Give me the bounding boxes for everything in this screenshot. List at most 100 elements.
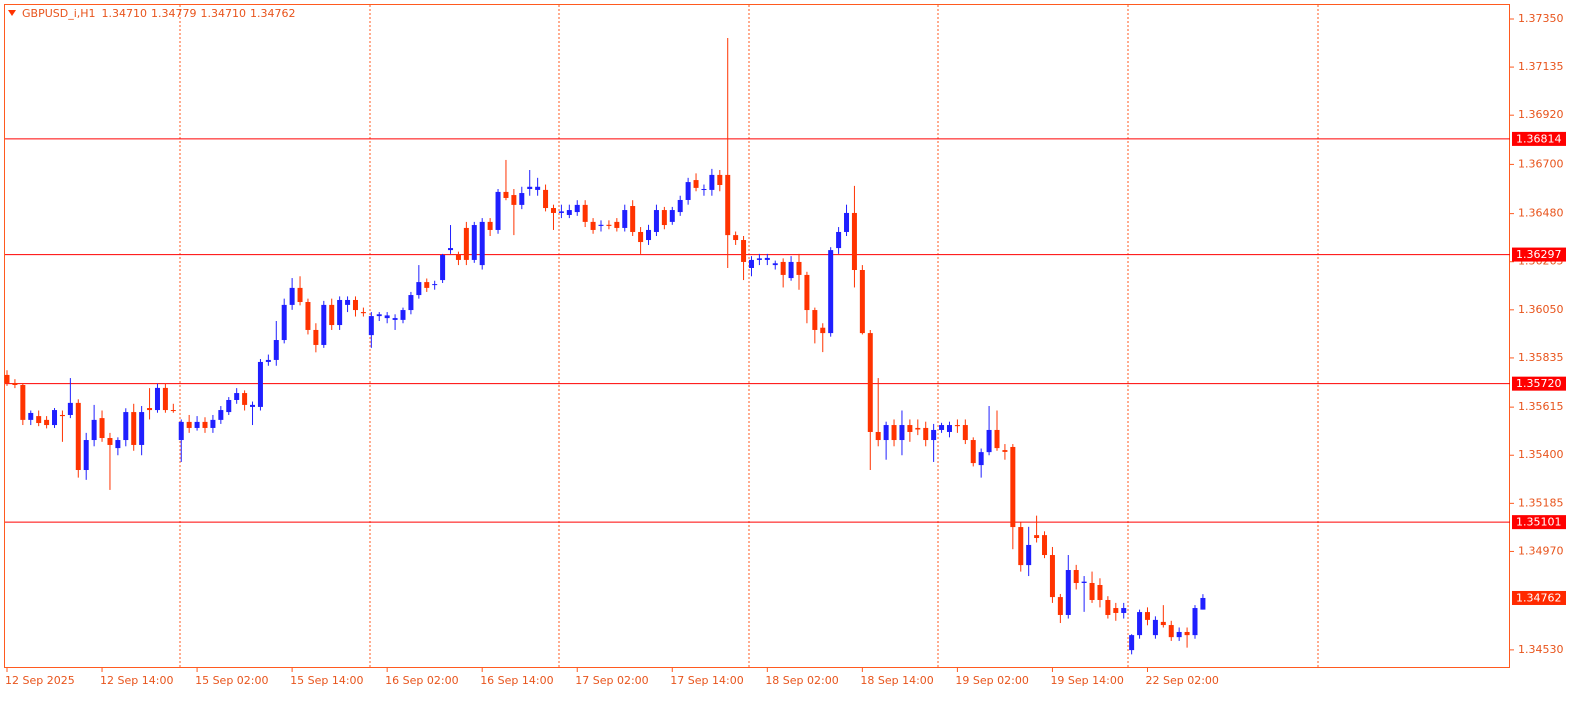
- candle-body: [986, 429, 992, 453]
- candle-body: [83, 440, 89, 471]
- candle-body: [503, 191, 509, 198]
- candle-body: [582, 204, 588, 222]
- candle-body: [1113, 608, 1119, 613]
- candle-body: [511, 195, 517, 205]
- candle-body: [376, 314, 382, 317]
- candle-body: [1089, 582, 1095, 600]
- candle-body: [139, 412, 145, 445]
- candle-body: [1160, 621, 1166, 626]
- menu-triangle[interactable]: [8, 10, 16, 16]
- candle-body: [147, 408, 153, 411]
- candle-body: [994, 429, 1000, 449]
- candle-body: [265, 359, 271, 362]
- candle-body: [416, 282, 422, 296]
- candle-body: [242, 393, 248, 405]
- period-separators: [179, 5, 1319, 667]
- candle-body: [1144, 612, 1150, 620]
- level-label-box: [1512, 247, 1566, 262]
- candle-body: [1121, 608, 1127, 613]
- candle-body: [1034, 535, 1040, 539]
- candle-body: [448, 248, 454, 251]
- level-label: 1.35720: [1516, 377, 1562, 390]
- candle-body: [20, 384, 26, 420]
- candle-body: [257, 361, 263, 407]
- candle-body: [12, 382, 18, 385]
- open-label: 1.34710: [102, 7, 148, 20]
- candle-body: [479, 221, 485, 266]
- candle-body: [717, 174, 723, 185]
- y-tick-label: 1.36050: [1518, 303, 1564, 316]
- candle-body: [352, 299, 358, 311]
- candle-body: [685, 182, 691, 200]
- candle-body: [851, 212, 857, 271]
- x-tick-label: 12 Sep 2025: [5, 674, 75, 687]
- candle-body: [661, 210, 667, 226]
- candle-body: [463, 227, 469, 260]
- candle-body: [281, 304, 287, 341]
- candle-body: [59, 414, 65, 417]
- candle-body: [345, 299, 351, 305]
- candle-body: [1129, 635, 1135, 651]
- level-label: 1.36814: [1516, 132, 1562, 145]
- candle-body: [495, 191, 501, 230]
- level-label-box: [1512, 131, 1566, 146]
- candle-body: [186, 421, 192, 428]
- candle-body: [748, 259, 754, 268]
- y-tick-label: 1.35400: [1518, 448, 1564, 461]
- candle-body: [677, 199, 683, 213]
- high-label: 1.34779: [151, 7, 197, 20]
- y-tick-label: 1.37350: [1518, 12, 1564, 25]
- candle-body: [1168, 625, 1174, 638]
- candle-body: [226, 399, 232, 413]
- candle-body: [709, 174, 715, 190]
- candle-body: [67, 402, 73, 415]
- candle-body: [329, 304, 335, 326]
- candle-body: [392, 318, 398, 320]
- candle-body: [1042, 535, 1048, 556]
- candle-body: [210, 419, 216, 428]
- candle-body: [75, 402, 81, 471]
- candle-body: [1105, 599, 1111, 615]
- candle-body: [550, 208, 556, 213]
- candle-body: [1176, 631, 1182, 638]
- x-tick-label: 19 Sep 14:00: [1050, 674, 1123, 687]
- candle-body: [962, 425, 968, 441]
- candle-body: [1192, 608, 1198, 636]
- candle-body: [1137, 612, 1143, 636]
- candle-body: [313, 329, 319, 345]
- candle-body: [646, 229, 652, 241]
- candle-body: [440, 255, 446, 281]
- candle-body: [923, 427, 929, 441]
- candle-body: [455, 255, 461, 260]
- candle-body: [590, 221, 596, 230]
- y-tick-label: 1.34530: [1518, 643, 1564, 656]
- candle-body: [820, 327, 826, 334]
- level-label-box: [1512, 376, 1566, 391]
- candle-body: [574, 204, 580, 213]
- candle-body: [859, 270, 865, 334]
- y-tick-label: 1.35835: [1518, 351, 1564, 364]
- candle-body: [812, 310, 818, 330]
- candle-body: [52, 410, 58, 426]
- candle-body: [630, 206, 636, 232]
- candle-body: [273, 340, 279, 360]
- candle-body: [170, 410, 176, 412]
- low-label: 1.34710: [201, 7, 247, 20]
- x-tick-label: 16 Sep 14:00: [480, 674, 553, 687]
- candle-body: [4, 374, 10, 383]
- candle-body: [519, 193, 525, 205]
- candle-body: [907, 425, 913, 432]
- candle-body: [321, 304, 327, 345]
- candle-body: [836, 231, 842, 249]
- price-label: 1.34762: [1516, 591, 1562, 604]
- candle-body: [788, 261, 794, 279]
- candle-body: [772, 263, 778, 266]
- x-tick-label: 22 Sep 02:00: [1145, 674, 1218, 687]
- candle-body: [1049, 555, 1055, 598]
- y-tick-label: 1.36480: [1518, 207, 1564, 220]
- candle-body: [638, 231, 644, 243]
- candle-body: [527, 186, 533, 190]
- candle-body: [828, 250, 834, 334]
- candle-body: [669, 210, 675, 222]
- candle-body: [946, 425, 952, 432]
